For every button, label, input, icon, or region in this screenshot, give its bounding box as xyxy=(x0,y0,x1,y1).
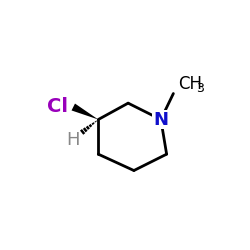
Text: 3: 3 xyxy=(196,82,204,95)
Text: H: H xyxy=(66,131,80,149)
Text: N: N xyxy=(153,110,168,128)
Text: Cl: Cl xyxy=(47,98,68,116)
Polygon shape xyxy=(72,104,98,120)
Text: CH: CH xyxy=(178,75,202,93)
